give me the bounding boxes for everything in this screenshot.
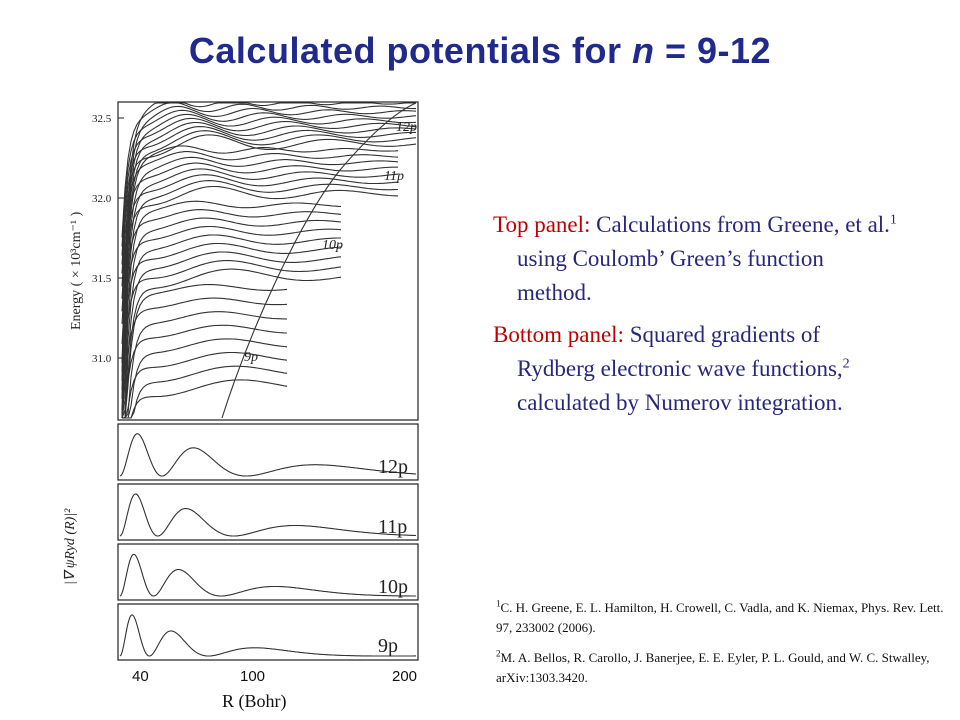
potential-curve <box>122 283 288 419</box>
potential-curve <box>122 365 288 419</box>
x-axis-label: R (Bohr) <box>222 691 287 712</box>
potential-curve <box>121 297 288 419</box>
top-panel-heading: Top panel: <box>493 212 591 237</box>
potential-curve <box>122 379 288 419</box>
potential-curve <box>121 151 399 287</box>
bottom-label-12p: 12p <box>378 456 408 478</box>
potential-curve <box>121 113 417 382</box>
description: Top panel: Calculations from Greene, et … <box>493 208 903 428</box>
reference-1-num: 1 <box>496 598 501 609</box>
potential-curve <box>121 168 399 419</box>
bottom-label-10p: 10p <box>378 576 408 598</box>
reference-1: 1C. H. Greene, E. L. Hamilton, H. Crowel… <box>496 598 956 638</box>
potential-curve <box>122 268 342 419</box>
bottom-label-11p: 11p <box>378 516 407 538</box>
wavefunction-panel-frame <box>117 483 419 541</box>
top-y-label: Energy ( × 10³cm⁻¹ ) <box>69 211 84 330</box>
potential-curve <box>121 121 417 391</box>
potential-curve <box>122 311 287 419</box>
top-y-tick-3: 31.5 <box>92 273 112 285</box>
wavefunction-curve <box>119 614 416 657</box>
potential-curve <box>122 338 288 419</box>
title-n: n <box>631 30 655 71</box>
potential-curve <box>121 200 342 419</box>
top-panel-description: Top panel: Calculations from Greene, et … <box>493 208 903 310</box>
bottom-panel-description: Bottom panel: Squared gradients of Rydbe… <box>493 318 903 420</box>
wavefunction-panel-frame <box>117 423 419 481</box>
title-rest: = 9-12 <box>654 30 772 71</box>
potential-curve <box>121 134 417 274</box>
potential-curve <box>121 242 342 380</box>
top-panel-text: Calculations from Greene, et al. <box>590 212 890 237</box>
top-y-ticks <box>118 117 124 359</box>
top-y-tick-2: 32.0 <box>92 193 112 205</box>
potential-curve <box>121 102 416 238</box>
potential-curve <box>121 156 399 419</box>
slide-title: Calculated potentials for n = 9-12 <box>0 30 960 72</box>
reference-2-text: M. A. Bellos, R. Carollo, J. Banerjee, E… <box>496 650 930 685</box>
references: 1C. H. Greene, E. L. Hamilton, H. Crowel… <box>496 598 956 698</box>
bottom-panel-text-2: calculated by Numerov integration. <box>517 390 843 415</box>
bottom-label-9p: 9p <box>378 635 398 657</box>
wavefunction-curve <box>119 433 417 477</box>
title-main: Calculated potentials for <box>188 30 632 71</box>
x-tick-200: 200 <box>392 668 417 685</box>
reference-2-num: 2 <box>496 648 501 659</box>
potential-curve <box>121 324 288 419</box>
potential-curve <box>121 174 399 312</box>
bottom-panel-text: Squared gradients of Rydberg electronic … <box>517 322 843 381</box>
potential-curve <box>121 130 417 400</box>
x-tick-40: 40 <box>132 668 149 685</box>
potential-curve <box>121 180 399 419</box>
potential-curve <box>121 145 399 411</box>
curve-label-10p: 10p <box>322 238 343 253</box>
potential-curve <box>121 109 417 247</box>
potential-curve <box>122 351 288 419</box>
wavefunction-curve <box>119 553 416 597</box>
potential-curve <box>121 234 341 419</box>
curve-label-12p: 12p <box>396 120 417 135</box>
top-panel-frame <box>117 101 419 421</box>
bottom-y-label: |∇ ψRyd (R)|² <box>63 508 78 585</box>
bottom-panel-sup: 2 <box>842 356 850 372</box>
potential-curve <box>121 105 417 373</box>
potential-curve <box>121 126 416 265</box>
potential-curve <box>121 225 342 362</box>
potential-curve <box>121 217 342 419</box>
wavefunction-curve <box>119 493 417 537</box>
wavefunction-panel-frame <box>117 603 419 661</box>
bottom-panel-heading: Bottom panel: <box>493 322 624 347</box>
curve-label-9p: 9p <box>244 350 258 365</box>
reference-1-text: C. H. Greene, E. L. Hamilton, H. Crowell… <box>496 600 944 635</box>
reference-2: 2M. A. Bellos, R. Carollo, J. Banerjee, … <box>496 648 956 688</box>
top-panel-curves <box>121 102 417 419</box>
top-y-tick-1: 32.5 <box>92 113 112 125</box>
potential-curve <box>121 117 417 256</box>
top-y-tick-4: 31.0 <box>92 353 112 365</box>
potential-curve <box>121 185 399 324</box>
top-panel-text-2: using Coulomb’ Green’s function method. <box>517 246 824 305</box>
top-panel-sup: 1 <box>889 212 897 228</box>
potential-curve <box>121 260 342 398</box>
curve-label-11p: 11p <box>384 169 404 184</box>
x-tick-100: 100 <box>240 668 265 685</box>
potential-curve <box>121 209 342 344</box>
bottom-panels <box>117 423 419 661</box>
potential-curve <box>121 162 399 299</box>
asymptote-curve <box>221 102 417 419</box>
potential-curve <box>121 251 342 419</box>
wavefunction-panel-frame <box>117 543 419 601</box>
